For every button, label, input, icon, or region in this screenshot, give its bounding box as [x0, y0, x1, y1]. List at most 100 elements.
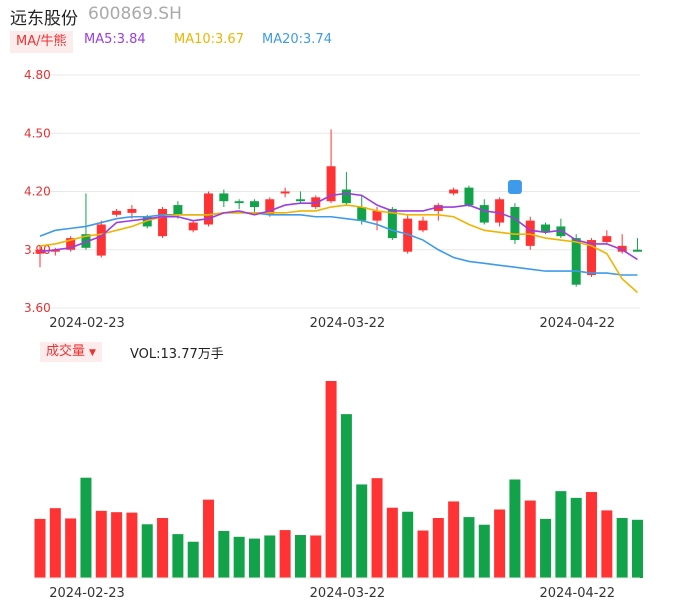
candle-up [418, 220, 428, 231]
volume-bar [126, 512, 138, 578]
candle-up [326, 166, 336, 202]
volume-bar [524, 500, 536, 578]
volume-bar [631, 519, 643, 578]
volume-indicator-label: 成交量 [46, 344, 86, 359]
volume-bar [294, 535, 306, 578]
volume-value: VOL:13.77万手 [130, 347, 224, 362]
ma-indicator-button[interactable]: MA/牛熊 [10, 31, 73, 53]
ma20-label: MA20:3.74 [262, 32, 332, 47]
candle-up [158, 208, 168, 237]
volume-bar [494, 509, 506, 578]
candle-down [234, 201, 244, 204]
volume-bar [371, 478, 383, 578]
candle-up [403, 218, 413, 252]
candle-up [525, 220, 535, 246]
volume-bar [111, 512, 123, 578]
volume-bar [356, 484, 368, 578]
candle-up [587, 240, 597, 275]
price-tick-label: 4.50 [24, 126, 51, 140]
volume-bar [463, 517, 475, 578]
ma10-line [39, 204, 639, 294]
volume-bar [601, 510, 613, 578]
price-date-label: 2024-04-22 [539, 316, 615, 331]
candle-down [632, 249, 642, 252]
candle-up [112, 210, 122, 215]
volume-bar [248, 538, 260, 578]
volume-bar [448, 501, 460, 578]
candle-up [204, 193, 214, 225]
candle-up [265, 199, 275, 215]
candle-down [249, 201, 259, 208]
volume-bar [80, 477, 92, 578]
volume-bar [233, 536, 245, 578]
volume-bar [203, 499, 215, 578]
caret-down-icon: ▼ [89, 348, 96, 358]
volume-bar [540, 518, 552, 578]
volume-bar [402, 511, 414, 578]
volume-bar [65, 518, 77, 578]
volume-date-label: 2024-04-22 [539, 586, 615, 601]
candle-up [96, 224, 106, 256]
volume-indicator-button[interactable]: 成交量 ▼ [40, 342, 102, 362]
volume-date-label: 2024-03-22 [310, 586, 386, 601]
candle-down [541, 224, 551, 233]
candle-up [617, 245, 627, 252]
candle-up [311, 197, 321, 208]
volume-bar [187, 541, 199, 578]
candle-down [295, 199, 305, 202]
candle-down [81, 234, 91, 248]
volume-bar [417, 530, 429, 578]
volume-bar [310, 535, 322, 578]
candle-down [479, 205, 489, 223]
candle-down [556, 226, 566, 237]
volume-bar [157, 518, 169, 578]
volume-bar [386, 507, 398, 578]
candle-down [510, 207, 520, 241]
volume-bar [509, 479, 521, 578]
candle-up [66, 238, 76, 250]
candle-down [357, 207, 367, 221]
candle-down [387, 208, 397, 239]
volume-bar [555, 491, 567, 578]
candle-up [602, 236, 612, 242]
candle-down [142, 216, 152, 227]
volume-bar [172, 534, 184, 578]
volume-bar [49, 508, 61, 578]
candle-down [219, 193, 229, 202]
volume-bar [616, 518, 628, 578]
volume-bar [141, 524, 153, 578]
price-tick-label: 4.80 [24, 68, 51, 82]
candle-up [449, 189, 459, 194]
price-tick-label: 4.20 [24, 185, 51, 199]
price-tick-label: 3.60 [24, 301, 51, 315]
candle-up [495, 199, 505, 223]
volume-bar [325, 381, 337, 578]
volume-bar [586, 492, 598, 578]
ma10-label: MA10:3.67 [174, 32, 244, 47]
candle-up [188, 222, 198, 231]
volume-bar [432, 518, 444, 578]
ma5-line [39, 192, 638, 261]
volume-bar [218, 530, 230, 578]
stock-code: 600869.SH [88, 4, 182, 24]
ma5-label: MA5:3.84 [84, 32, 146, 47]
volume-bar [264, 535, 276, 578]
volume-bar [340, 414, 352, 578]
ma20-line [39, 212, 638, 276]
candle-down [571, 238, 581, 285]
candle-up [280, 191, 290, 194]
stock-name: 远东股份 [10, 9, 78, 29]
candle-up [433, 205, 443, 211]
candle-up [372, 210, 382, 221]
candle-down [464, 187, 474, 206]
volume-bar [279, 530, 291, 578]
volume-bar [95, 510, 107, 578]
volume-bar [570, 497, 582, 578]
volume-bar [478, 524, 490, 578]
event-marker-icon [507, 180, 522, 194]
price-date-label: 2024-02-23 [49, 316, 125, 331]
price-date-label: 2024-03-22 [310, 316, 386, 331]
volume-bar [34, 518, 46, 578]
candle-down [173, 205, 183, 215]
